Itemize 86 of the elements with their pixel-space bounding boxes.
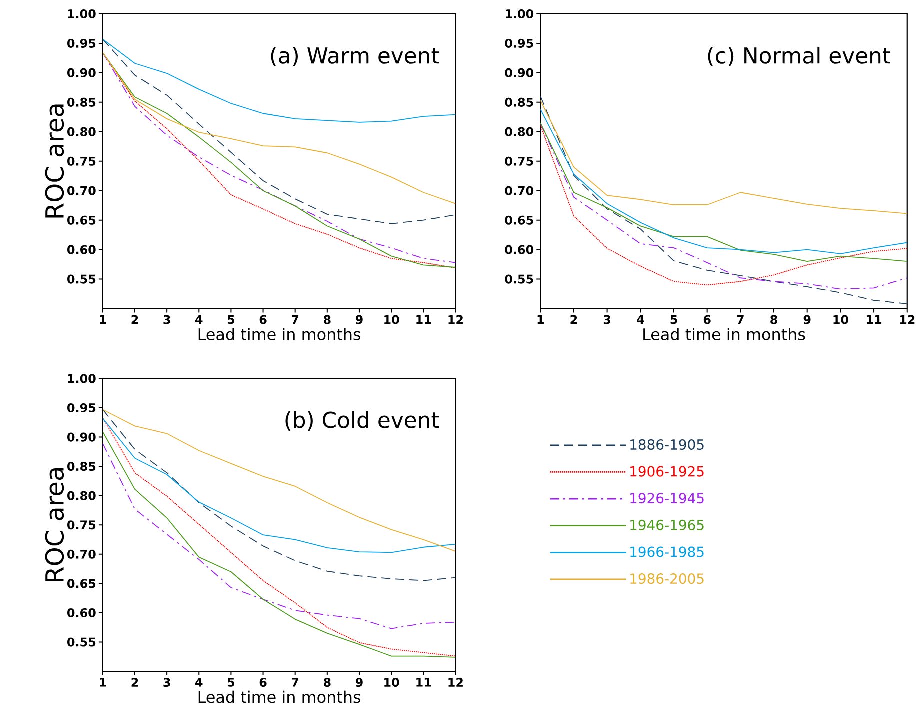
text: 1926-1945 — [630, 493, 704, 504]
line-series — [102, 39, 456, 124]
x-axis-title: Lead time in months — [644, 328, 806, 341]
y-tick-label: 0.95 — [68, 404, 96, 413]
y-tick-label: 0.80 — [68, 128, 96, 137]
x-tick-label: 8 — [324, 316, 331, 325]
x-tick-label: 8 — [324, 678, 331, 688]
x-tick-label: 12 — [448, 316, 463, 324]
y-tick-label: 0.85 — [68, 98, 96, 108]
y-tick-label: 0.60 — [68, 608, 96, 618]
y-tick-label: 0.75 — [505, 157, 534, 166]
text: 1946-1965 — [630, 520, 704, 531]
text: (b) Cold event — [286, 412, 440, 432]
x-tick-label: 3 — [164, 678, 170, 688]
y-tick-label: 0.60 — [505, 246, 534, 255]
y-tick-label: 0.95 — [68, 39, 96, 48]
x-tick-label: 5 — [670, 316, 678, 324]
y-tick-label: 1.00 — [68, 10, 96, 19]
text: (a) Warm event — [271, 47, 440, 67]
x-tick-label: 2 — [132, 316, 138, 324]
y-tick-label: 0.65 — [505, 216, 534, 226]
y-tick-label: 0.75 — [68, 520, 96, 530]
line-series — [102, 410, 456, 582]
x-tick-label: 4 — [196, 678, 203, 688]
y-tick-label: 0.90 — [505, 68, 534, 78]
y-tick-label: 0.85 — [505, 98, 534, 108]
x-tick-label: 4 — [196, 316, 203, 324]
y-tick-label: 0.85 — [68, 462, 96, 472]
x-axis-title: Lead time in months — [198, 328, 361, 341]
y-tick-label: 0.70 — [68, 186, 96, 196]
x-tick-label: 10 — [384, 316, 400, 325]
text: 1986-2005 — [630, 574, 704, 584]
x-tick-label: 11 — [416, 678, 432, 688]
y-axis-title: ROC area — [45, 468, 64, 582]
x-tick-label: 2 — [570, 316, 578, 324]
x-tick-label: 9 — [356, 678, 363, 688]
x-tick-label: 6 — [704, 316, 711, 325]
x-tick-label: 12 — [448, 678, 463, 688]
x-tick-label: 11 — [416, 316, 432, 324]
y-tick-label: 0.75 — [68, 157, 96, 166]
x-axis-title: Lead time in months — [198, 691, 361, 704]
x-tick-label: 7 — [737, 316, 744, 324]
x-tick-label: 2 — [132, 678, 138, 688]
line-series — [102, 39, 456, 225]
x-tick-label: 11 — [867, 316, 882, 324]
text: 1906-1925 — [630, 466, 704, 478]
y-axis-title: ROC area — [45, 105, 64, 218]
x-tick-label: 4 — [637, 316, 644, 324]
x-tick-label: 10 — [384, 678, 400, 688]
x-tick-label: 9 — [804, 316, 811, 325]
y-tick-label: 0.55 — [505, 275, 534, 284]
text: 1886-1905 — [630, 440, 704, 450]
line-series — [540, 100, 908, 215]
y-tick-label: 0.90 — [68, 68, 96, 78]
y-tick-label: 1.00 — [68, 374, 96, 384]
x-tick-label: 10 — [834, 316, 848, 325]
x-tick-label: 1 — [100, 316, 106, 324]
x-tick-label: 1 — [100, 678, 106, 688]
x-tick-label: 7 — [292, 678, 299, 688]
line-series — [102, 444, 456, 630]
x-tick-label: 6 — [260, 316, 267, 325]
x-tick-label: 7 — [292, 316, 299, 324]
y-tick-label: 0.90 — [68, 433, 96, 442]
y-tick-label: 1.00 — [506, 10, 534, 19]
x-tick-label: 8 — [770, 316, 778, 325]
y-tick-label: 0.65 — [68, 216, 96, 226]
y-tick-label: 0.80 — [505, 128, 534, 137]
x-tick-label: 1 — [538, 316, 544, 324]
line-series — [540, 96, 908, 305]
x-tick-label: 3 — [604, 316, 611, 325]
x-tick-label: 5 — [228, 678, 235, 688]
y-tick-label: 0.70 — [505, 186, 534, 196]
x-tick-label: 3 — [164, 316, 170, 325]
text: 1966-1985 — [630, 546, 704, 558]
y-tick-label: 0.60 — [68, 246, 96, 255]
x-tick-label: 12 — [900, 316, 915, 324]
x-tick-label: 9 — [356, 316, 363, 325]
y-tick-label: 0.95 — [505, 39, 534, 48]
y-tick-label: 0.80 — [68, 492, 96, 501]
x-tick-label: 6 — [260, 678, 267, 688]
y-tick-label: 0.70 — [68, 550, 96, 560]
y-tick-label: 0.55 — [68, 275, 96, 284]
x-tick-label: 5 — [228, 316, 235, 324]
y-tick-label: 0.65 — [68, 579, 96, 588]
y-tick-label: 0.55 — [68, 638, 96, 648]
text: (c) Normal event — [708, 47, 891, 67]
